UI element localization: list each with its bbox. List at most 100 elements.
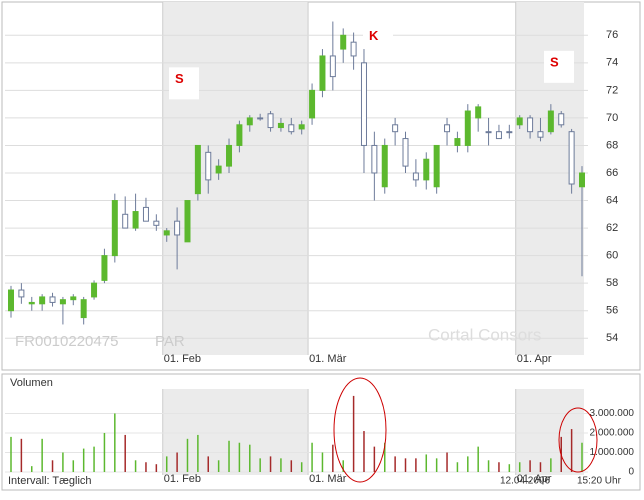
candle-body	[18, 289, 25, 298]
candle-body	[527, 117, 534, 133]
candle-body	[174, 220, 181, 236]
candle-body	[70, 296, 77, 301]
annotation-box	[363, 24, 393, 57]
backgrounds	[5, 2, 588, 475]
candle-body	[537, 131, 544, 138]
y-tick-label: 60	[606, 250, 618, 262]
candle-body	[309, 89, 316, 119]
y-tick-label: 2.000.000	[590, 428, 635, 439]
candle-body	[329, 55, 336, 78]
x-tick-label: 01. Apr	[517, 353, 552, 365]
y-tick-label: 76	[606, 29, 618, 41]
candle-body	[288, 124, 295, 133]
candle-body	[360, 62, 367, 146]
y-tick-label: 0	[628, 467, 634, 478]
candle-body	[444, 124, 451, 133]
candle-body	[402, 138, 409, 167]
y-tick-label: 62	[606, 222, 618, 234]
x-tick-label: 01. Feb	[164, 473, 201, 485]
candle-body	[340, 34, 347, 50]
candle-body	[28, 301, 35, 305]
y-tick-label: 64	[606, 194, 618, 206]
candle-body	[49, 296, 56, 303]
candle-body	[381, 144, 388, 188]
y-tick-label: 70	[606, 112, 618, 124]
annotation: K	[369, 28, 379, 43]
month-shade	[515, 389, 584, 475]
candle-body	[516, 117, 523, 126]
candle-body	[132, 211, 139, 229]
isin: FR0010220475	[15, 333, 118, 350]
candle-body	[122, 213, 129, 229]
candle-body	[495, 131, 502, 140]
candle-body	[267, 113, 274, 129]
candle-body	[392, 124, 399, 133]
annotation-box	[544, 50, 574, 83]
candle-body	[412, 172, 419, 181]
y-tick-label: 74	[606, 57, 618, 69]
candle-body	[39, 296, 46, 305]
candle-body	[298, 124, 305, 130]
candle-body	[80, 299, 87, 319]
interval: Intervall: Tæglich	[8, 475, 92, 487]
candle-body	[475, 106, 482, 119]
x-tick-label: 01. Apr	[517, 473, 552, 485]
y-tick-label: 56	[606, 305, 618, 317]
annotation: S	[550, 54, 559, 69]
candle-body	[246, 117, 253, 126]
candle-body	[163, 230, 170, 236]
candle-body	[153, 220, 160, 226]
candle-body	[485, 131, 492, 134]
candle-body	[142, 206, 149, 222]
candle-body	[433, 144, 440, 188]
candle-body	[236, 124, 243, 146]
candle-body	[371, 144, 378, 174]
candle-body	[423, 158, 430, 181]
candle-body	[8, 289, 14, 312]
candle-body	[91, 282, 98, 298]
exchange: PAR	[155, 333, 185, 350]
candle-body	[547, 110, 554, 133]
y-tick-label: 68	[606, 139, 618, 151]
candle-body	[277, 122, 284, 129]
candle-body	[568, 131, 575, 185]
candle-body	[59, 299, 66, 305]
x-tick-label: 01. Mär	[309, 353, 347, 365]
candle-body	[506, 131, 513, 134]
highlight	[558, 407, 598, 473]
highlight	[333, 377, 387, 483]
candle-body	[558, 113, 565, 126]
x-tick-label: 01. Feb	[164, 353, 201, 365]
candle-body	[319, 55, 326, 91]
candle-body	[454, 138, 461, 146]
marks: 01. Feb 01. Mär 01. Apr 54 56 58 60 62 64 66 68 70 7…	[8, 21, 635, 485]
candle-body	[101, 255, 108, 281]
annotation-box	[169, 67, 199, 100]
y-tick-label: 58	[606, 277, 618, 289]
annotation: S	[175, 71, 184, 86]
y-tick-label: 66	[606, 167, 618, 179]
y-tick-label: 1.000.000	[590, 447, 635, 458]
watermark: Cortal Consors	[428, 325, 541, 344]
candle-body	[464, 110, 471, 146]
y-tick-label: 72	[606, 84, 618, 96]
candle-body	[226, 144, 233, 167]
date: 12.04.2006	[500, 476, 550, 487]
candle-body	[215, 165, 222, 174]
time: 15:20 Uhr	[577, 476, 622, 487]
month-shade	[162, 389, 309, 475]
candle-body	[579, 172, 585, 188]
volume-title: Volumen	[10, 377, 53, 389]
candle-body	[350, 41, 357, 57]
month-shade	[162, 2, 309, 355]
y-tick-label: 54	[606, 332, 618, 344]
y-tick-label: 3.000.000	[590, 408, 635, 419]
candle-body	[205, 151, 212, 181]
candle-body	[194, 144, 201, 195]
x-tick-label: 01. Mär	[309, 473, 347, 485]
candle-body	[184, 200, 191, 243]
candle-body	[257, 117, 264, 120]
candle-body	[111, 200, 118, 257]
